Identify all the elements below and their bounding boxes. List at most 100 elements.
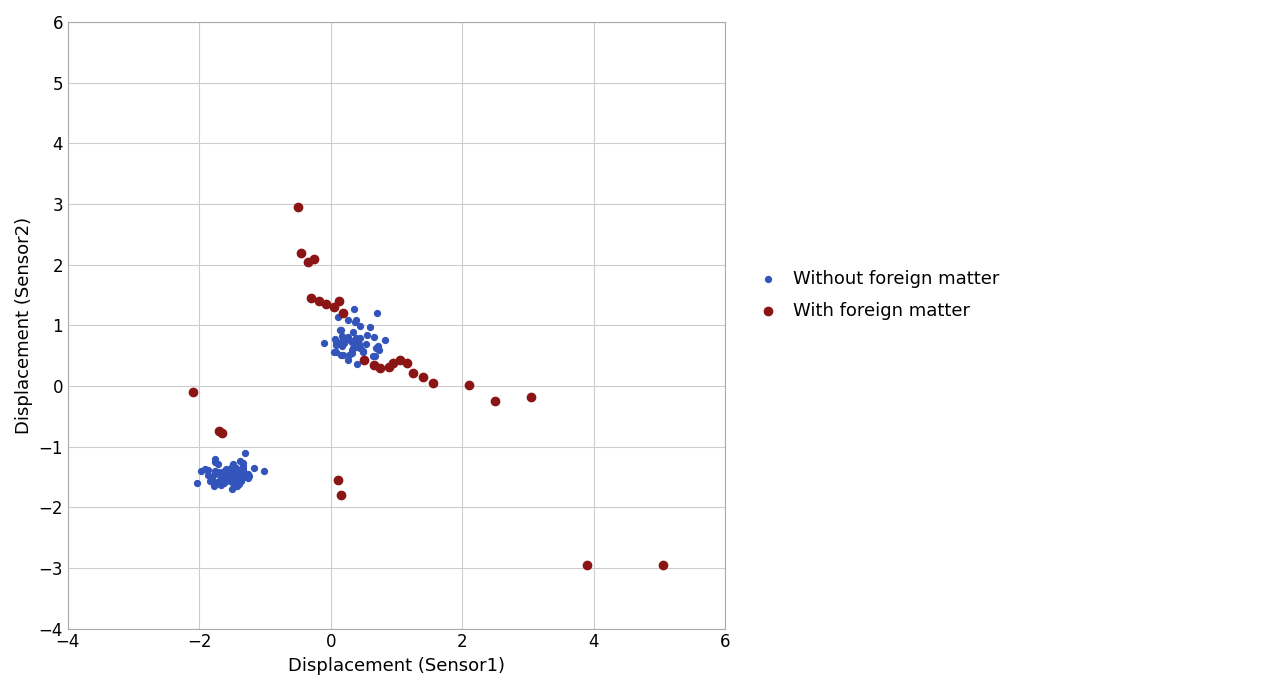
With foreign matter: [288, 201, 308, 213]
With foreign matter: [390, 355, 411, 366]
Without foreign matter: [349, 320, 370, 331]
Without foreign matter: [331, 337, 352, 348]
Without foreign matter: [208, 476, 229, 487]
Without foreign matter: [221, 461, 241, 472]
Without foreign matter: [222, 458, 243, 469]
With foreign matter: [324, 302, 344, 313]
Without foreign matter: [343, 342, 363, 353]
Without foreign matter: [204, 465, 225, 476]
Without foreign matter: [227, 475, 248, 486]
Without foreign matter: [218, 475, 239, 486]
With foreign matter: [309, 295, 330, 306]
With foreign matter: [652, 560, 673, 571]
Without foreign matter: [234, 471, 254, 482]
Without foreign matter: [204, 480, 225, 491]
Without foreign matter: [367, 341, 388, 352]
With foreign matter: [333, 308, 353, 319]
Without foreign matter: [230, 470, 250, 481]
Without foreign matter: [347, 333, 367, 344]
Without foreign matter: [331, 340, 352, 351]
Without foreign matter: [338, 315, 358, 326]
Without foreign matter: [375, 335, 395, 346]
Without foreign matter: [327, 312, 348, 323]
With foreign matter: [485, 395, 506, 406]
Without foreign matter: [221, 484, 241, 495]
Without foreign matter: [226, 481, 247, 492]
Without foreign matter: [208, 466, 229, 477]
Without foreign matter: [213, 469, 234, 480]
With foreign matter: [379, 361, 399, 372]
Without foreign matter: [366, 308, 386, 319]
Without foreign matter: [211, 469, 231, 480]
Without foreign matter: [342, 348, 362, 359]
Without foreign matter: [243, 462, 263, 473]
Without foreign matter: [325, 334, 345, 345]
Without foreign matter: [217, 466, 238, 477]
Without foreign matter: [234, 466, 254, 477]
Without foreign matter: [357, 329, 377, 340]
Without foreign matter: [229, 466, 249, 477]
Without foreign matter: [222, 466, 243, 477]
Without foreign matter: [204, 479, 225, 490]
Without foreign matter: [213, 477, 234, 488]
Without foreign matter: [348, 339, 369, 350]
Without foreign matter: [220, 475, 240, 486]
Without foreign matter: [339, 350, 360, 361]
Without foreign matter: [235, 447, 256, 458]
Without foreign matter: [324, 346, 344, 357]
Without foreign matter: [204, 454, 225, 465]
Without foreign matter: [342, 337, 362, 348]
Without foreign matter: [227, 472, 248, 483]
Without foreign matter: [218, 465, 239, 476]
Without foreign matter: [365, 331, 385, 342]
Without foreign matter: [254, 465, 275, 476]
Without foreign matter: [200, 476, 221, 487]
Without foreign matter: [315, 337, 335, 348]
Without foreign matter: [234, 464, 254, 475]
Without foreign matter: [223, 465, 244, 476]
With foreign matter: [521, 391, 542, 402]
With foreign matter: [316, 299, 336, 310]
Without foreign matter: [366, 342, 386, 353]
Without foreign matter: [205, 479, 226, 490]
With foreign matter: [412, 371, 433, 382]
With foreign matter: [300, 293, 321, 304]
Without foreign matter: [231, 476, 252, 487]
Without foreign matter: [205, 469, 226, 480]
Without foreign matter: [229, 472, 249, 483]
Without foreign matter: [330, 324, 351, 335]
Without foreign matter: [345, 316, 366, 327]
Without foreign matter: [347, 342, 367, 353]
Without foreign matter: [202, 473, 222, 484]
With foreign matter: [327, 475, 348, 486]
Without foreign matter: [342, 336, 362, 347]
Without foreign matter: [198, 465, 218, 476]
Without foreign matter: [229, 468, 249, 479]
Without foreign matter: [222, 477, 243, 488]
Without foreign matter: [211, 479, 231, 490]
Without foreign matter: [213, 470, 234, 481]
Without foreign matter: [234, 457, 254, 469]
Without foreign matter: [239, 471, 259, 482]
Without foreign matter: [230, 474, 250, 485]
Without foreign matter: [326, 339, 347, 350]
Without foreign matter: [238, 472, 258, 483]
With foreign matter: [329, 295, 349, 306]
X-axis label: Displacement (Sensor1): Displacement (Sensor1): [288, 657, 505, 675]
Without foreign matter: [342, 344, 362, 355]
Without foreign matter: [331, 331, 352, 342]
Without foreign matter: [223, 471, 244, 482]
Without foreign matter: [216, 467, 236, 478]
Without foreign matter: [347, 358, 367, 369]
Without foreign matter: [353, 347, 374, 358]
Without foreign matter: [213, 475, 234, 486]
With foreign matter: [577, 560, 597, 571]
With foreign matter: [291, 247, 312, 258]
Without foreign matter: [338, 331, 358, 342]
With foreign matter: [212, 428, 232, 439]
Without foreign matter: [326, 347, 347, 358]
Without foreign matter: [351, 333, 371, 344]
Without foreign matter: [232, 461, 253, 472]
Without foreign matter: [214, 466, 235, 477]
Without foreign matter: [212, 467, 232, 478]
